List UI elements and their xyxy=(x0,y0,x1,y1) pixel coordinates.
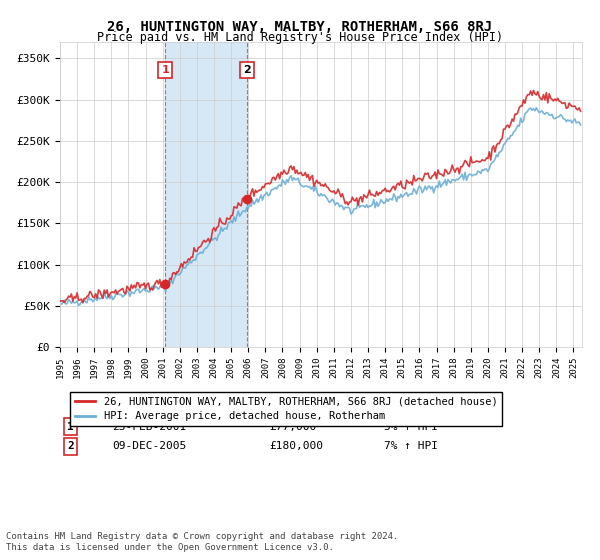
Text: 7% ↑ HPI: 7% ↑ HPI xyxy=(383,441,437,451)
Text: £180,000: £180,000 xyxy=(269,441,323,451)
Text: 26, HUNTINGTON WAY, MALTBY, ROTHERHAM, S66 8RJ: 26, HUNTINGTON WAY, MALTBY, ROTHERHAM, S… xyxy=(107,20,493,34)
Text: 1: 1 xyxy=(67,422,74,432)
Text: Contains HM Land Registry data © Crown copyright and database right 2024.
This d: Contains HM Land Registry data © Crown c… xyxy=(6,532,398,552)
Text: 23-FEB-2001: 23-FEB-2001 xyxy=(112,422,187,432)
Text: £77,000: £77,000 xyxy=(269,422,316,432)
Text: 2: 2 xyxy=(67,441,74,451)
Text: 2: 2 xyxy=(243,65,251,75)
Text: 1: 1 xyxy=(161,65,169,75)
Text: 5% ↑ HPI: 5% ↑ HPI xyxy=(383,422,437,432)
Bar xyxy=(165,42,247,347)
Text: 09-DEC-2005: 09-DEC-2005 xyxy=(112,441,187,451)
Legend: 26, HUNTINGTON WAY, MALTBY, ROTHERHAM, S66 8RJ (detached house), HPI: Average pr: 26, HUNTINGTON WAY, MALTBY, ROTHERHAM, S… xyxy=(70,392,502,426)
Text: Price paid vs. HM Land Registry's House Price Index (HPI): Price paid vs. HM Land Registry's House … xyxy=(97,31,503,44)
